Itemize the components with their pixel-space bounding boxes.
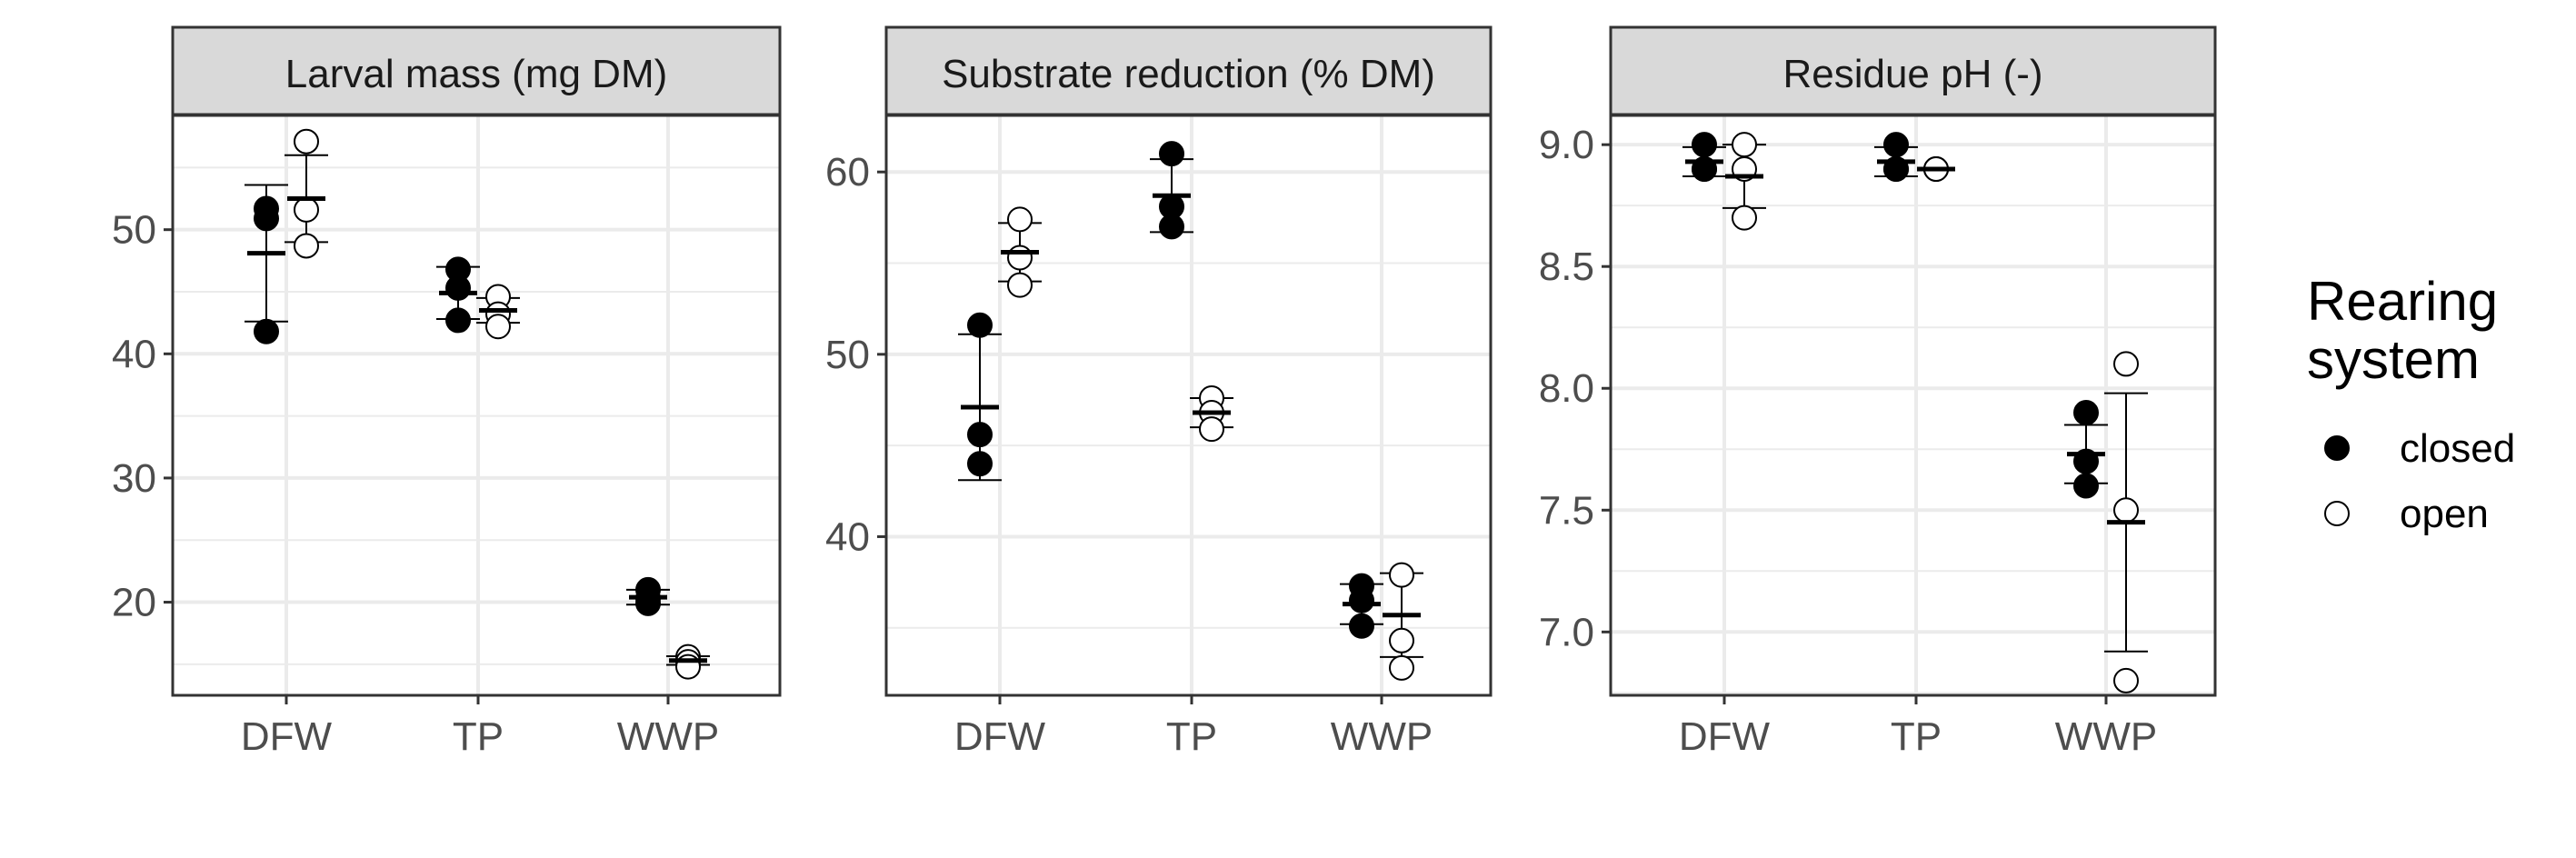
x-tick-label: DFW [1679,714,1771,759]
data-point-closed [1159,214,1184,240]
data-point-closed [1883,132,1909,158]
x-tick-label: TP [453,714,504,759]
y-tick-label: 8.0 [1539,366,1594,411]
data-point-open [1007,244,1033,271]
y-tick-label: 40 [825,514,870,559]
data-point-open [294,196,319,223]
y-tick-label: 50 [112,208,156,253]
panel-title: Residue pH (-) [1782,52,2042,96]
y-tick-label: 20 [112,581,156,625]
data-point-open [1389,654,1414,681]
data-point-closed [967,422,993,448]
data-point-closed [445,274,471,301]
y-tick-label: 30 [112,456,156,501]
data-point-open [1007,272,1033,298]
data-point-closed [2073,473,2099,499]
panel-3: Residue pH (-) 7.0 7.5 8.0 8.5 9.0 DFW TP WWP [1539,25,2217,759]
data-point-open [1007,206,1033,233]
legend: Rearing system closed open [2307,271,2515,536]
data-point-open [1732,205,1757,231]
data-point-open [2113,497,2139,524]
data-point-closed [967,312,993,338]
data-point-open [1732,132,1757,158]
y-tick-label: 8.5 [1539,244,1594,289]
legend-title-line1: Rearing [2307,271,2498,332]
data-point-open [294,233,319,259]
y-tick-label: 40 [112,332,156,376]
legend-key-open [2324,501,2350,526]
y-tick-label: 50 [825,333,870,377]
data-point-closed [967,451,993,477]
data-point-open [1389,562,1414,588]
data-point-closed [445,307,471,334]
strip-background [171,25,782,116]
legend-title-line2: system [2307,329,2480,390]
panel-border [1609,114,2217,697]
data-point-closed [254,205,279,232]
strip-background [884,25,1493,116]
data-point-open [1389,627,1414,653]
x-tick-label: WWP [617,714,719,759]
y-tick-label: 9.0 [1539,123,1594,167]
x-tick-label: TP [1166,714,1217,759]
x-tick-label: TP [1891,714,1942,759]
data-point-open [485,314,511,340]
strip-background [1609,25,2217,116]
panel-title: Substrate reduction (% DM) [942,52,1435,96]
data-point-closed [1692,132,1717,158]
x-tick-label: WWP [2055,714,2157,759]
y-tick-label: 60 [825,150,870,195]
panel-title: Larval mass (mg DM) [285,52,668,96]
data-point-open [294,128,319,155]
panel-1: Larval mass (mg DM) 20 30 40 50 DFW TP WWP [112,25,782,759]
data-point-closed [2073,400,2099,426]
panel-2: Substrate reduction (% DM) 40 50 60 DFW TP WWP [825,25,1493,759]
data-point-open [1199,416,1224,443]
legend-key-closed [2324,435,2350,461]
data-point-open [2113,667,2139,693]
panel-border [171,114,782,697]
y-tick-label: 7.0 [1539,610,1594,654]
data-point-closed [254,318,279,344]
data-point-closed [1349,587,1374,614]
plot-background [1611,115,2215,695]
data-point-closed [1159,141,1184,167]
x-tick-label: WWP [1331,714,1433,759]
x-tick-label: DFW [241,714,333,759]
data-point-open [2113,351,2139,377]
legend-label-closed: closed [2400,426,2515,471]
panel-border [884,114,1493,697]
data-point-closed [1349,613,1374,639]
legend-label-open: open [2400,492,2489,536]
y-tick-label: 7.5 [1539,488,1594,533]
x-tick-label: DFW [954,714,1046,759]
